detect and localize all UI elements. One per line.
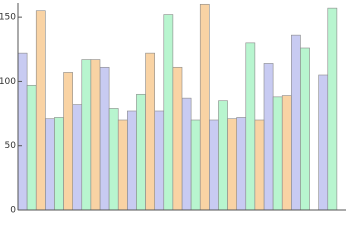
- bar: [300, 47, 310, 211]
- bar: [199, 3, 210, 211]
- bar: [318, 74, 329, 211]
- bar: [90, 59, 101, 211]
- y-tick-label: 100: [0, 77, 16, 87]
- bar: [35, 10, 46, 211]
- bar: [281, 95, 292, 211]
- bar: [181, 97, 192, 211]
- bar: [72, 104, 83, 211]
- chart: 0 50 100 150: [0, 3, 346, 216]
- bar: [17, 52, 28, 211]
- bar: [45, 118, 55, 211]
- bar: [81, 59, 92, 211]
- bar: [163, 14, 174, 211]
- bar: [63, 72, 73, 211]
- bar: [209, 119, 219, 211]
- bar: [291, 34, 301, 211]
- bar: [117, 119, 128, 211]
- y-tick-label: 0: [10, 206, 16, 216]
- bar: [154, 110, 165, 211]
- y-tick-label: 50: [5, 141, 17, 151]
- bar: [172, 66, 183, 211]
- bar: [108, 108, 119, 211]
- bar: [254, 119, 265, 211]
- bar: [99, 66, 110, 211]
- y-tick-label: 150: [0, 13, 16, 23]
- bar: [327, 7, 338, 211]
- bar: [263, 63, 274, 211]
- bar: [26, 84, 37, 211]
- bar: [245, 42, 256, 211]
- bar: [272, 96, 283, 211]
- bar: [136, 93, 146, 211]
- bar: [190, 119, 201, 211]
- bar: [218, 100, 228, 211]
- bar: [54, 117, 64, 211]
- bar: [127, 110, 137, 211]
- bar: [236, 117, 247, 211]
- bar: [227, 118, 237, 211]
- bar: [145, 52, 155, 211]
